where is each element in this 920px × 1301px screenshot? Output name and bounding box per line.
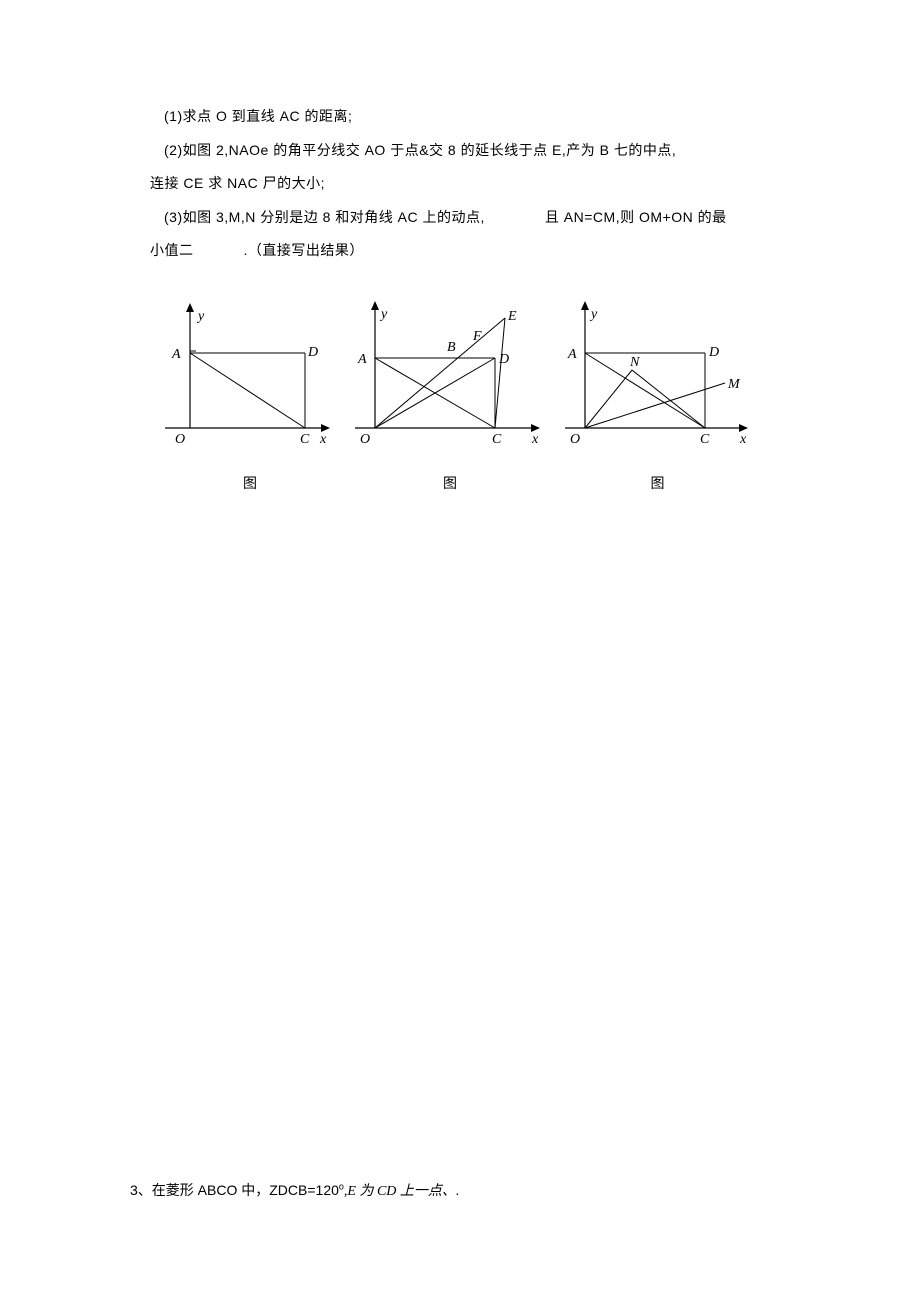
svg-text:x: x <box>739 432 747 447</box>
svg-text:C: C <box>492 432 502 447</box>
svg-text:O: O <box>360 432 370 447</box>
svg-text:y: y <box>379 307 388 322</box>
svg-text:B: B <box>447 340 456 355</box>
q3-answer-suffix: .（直接写出结果） <box>244 242 364 258</box>
figure-1: y x O A D C <box>160 298 340 458</box>
q3-answer-prefix: 小值二 <box>150 242 194 258</box>
figure-2: y x O A D C B E F <box>350 298 550 458</box>
svg-text:D: D <box>307 345 318 360</box>
svg-text:O: O <box>175 432 185 447</box>
question-3-line2: 小值二 .（直接写出结果） <box>150 234 780 268</box>
figure-3-block: y x O A D C N M 图 <box>560 298 755 493</box>
question-3-bottom: 3、在菱形 ABCO 中，ZDCB=120o,E 为 CD 上一点、. <box>130 1180 459 1200</box>
svg-text:y: y <box>589 307 598 322</box>
page-content: (1)求点 O 到直线 AC 的距离; (2)如图 2,NAOe 的角平分线交 … <box>0 0 920 493</box>
svg-text:y: y <box>196 309 205 324</box>
figure-3: y x O A D C N M <box>560 298 755 458</box>
svg-text:C: C <box>700 432 710 447</box>
svg-text:x: x <box>531 432 539 447</box>
figures-row: y x O A D C 图 y x O A D C B E F 图 y x O A D C N M 图 <box>160 298 780 493</box>
figure-3-caption: 图 <box>651 473 665 493</box>
q3-part-a: (3)如图 3,M,N 分别是边 8 和对角线 AC 上的动点, <box>150 201 485 235</box>
svg-text:N: N <box>629 355 640 370</box>
question-1: (1)求点 O 到直线 AC 的距离; <box>150 100 780 134</box>
bottom-mid: ,E 为 CD 上一点、. <box>344 1184 460 1199</box>
svg-text:x: x <box>319 432 327 447</box>
figure-1-block: y x O A D C 图 <box>160 298 340 493</box>
svg-text:A: A <box>171 347 181 362</box>
figure-2-block: y x O A D C B E F 图 <box>350 298 550 493</box>
bottom-prefix: 3、在菱形 ABCO 中，ZDCB=120 <box>130 1182 339 1198</box>
svg-text:D: D <box>498 352 509 367</box>
q3-part-b: 且 AN=CM,则 OM+ON 的最 <box>545 201 727 235</box>
svg-text:O: O <box>570 432 580 447</box>
svg-text:D: D <box>708 345 719 360</box>
figure-2-caption: 图 <box>443 473 457 493</box>
svg-text:A: A <box>567 347 577 362</box>
svg-text:C: C <box>300 432 310 447</box>
question-2-line2: 连接 CE 求 NAC 尸的大小; <box>150 167 780 201</box>
svg-text:F: F <box>472 329 482 344</box>
figure-1-caption: 图 <box>243 473 257 493</box>
question-3-line1: (3)如图 3,M,N 分别是边 8 和对角线 AC 上的动点, 且 AN=CM… <box>150 201 780 235</box>
svg-text:A: A <box>357 352 367 367</box>
svg-text:M: M <box>727 377 741 392</box>
question-2-line1: (2)如图 2,NAOe 的角平分线交 AO 于点&交 8 的延长线于点 E,产… <box>150 134 780 168</box>
svg-text:E: E <box>507 309 517 324</box>
